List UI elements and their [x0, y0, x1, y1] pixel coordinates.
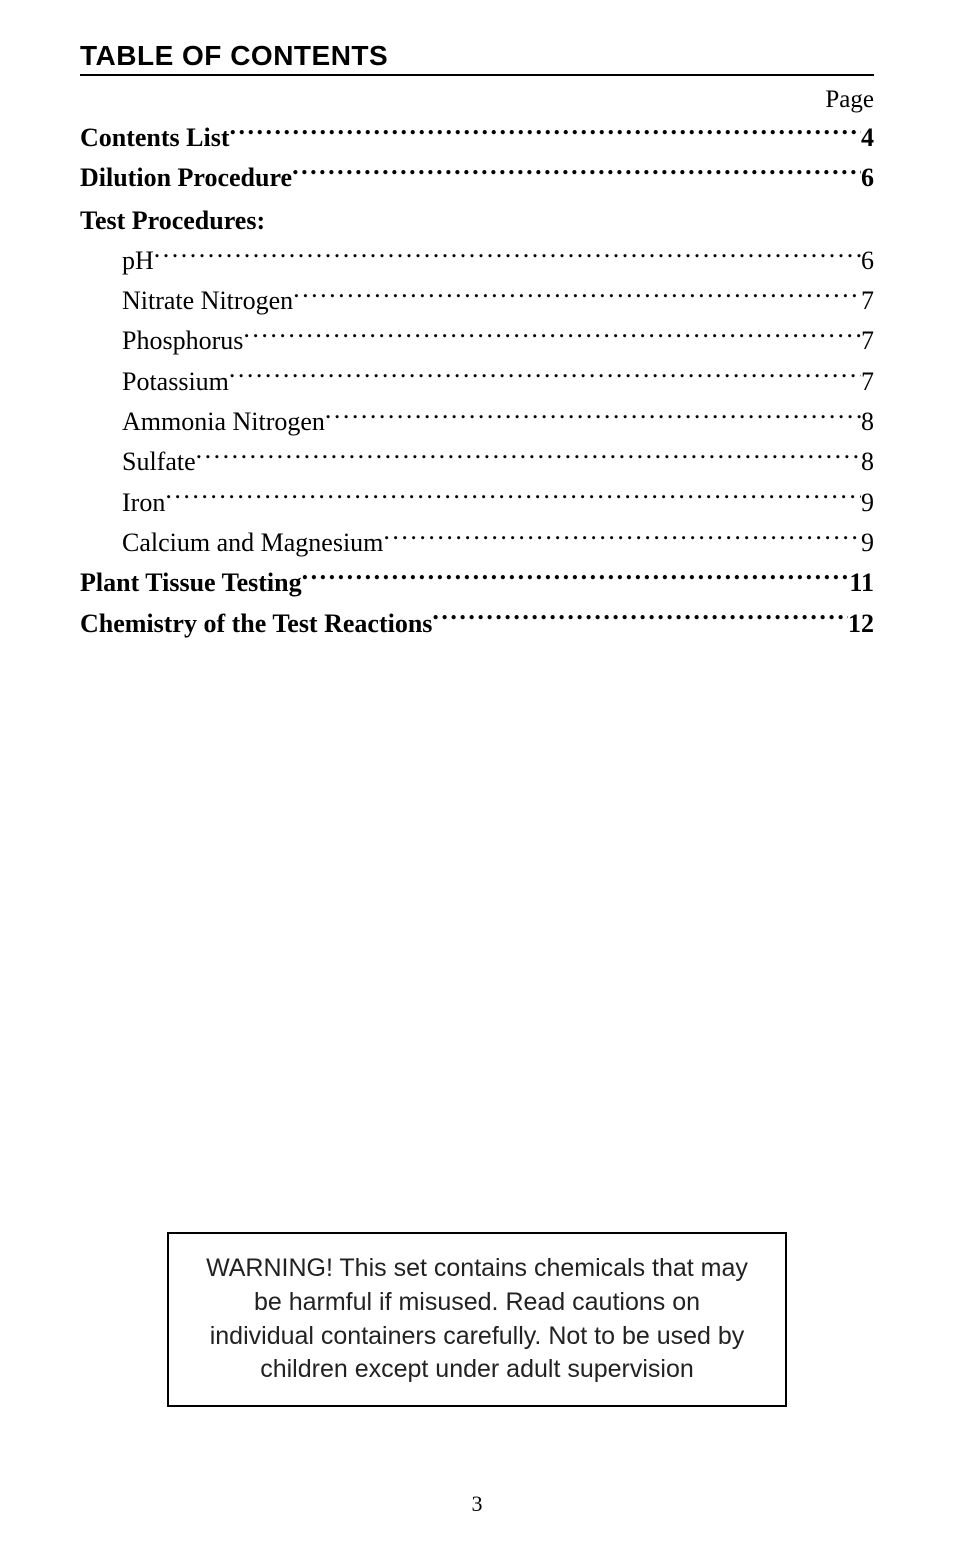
toc-entry-label: Phosphorus	[122, 321, 243, 361]
toc-entry-page: 7	[861, 321, 874, 361]
toc-subentry: Nitrate Nitrogen 7	[80, 281, 874, 321]
toc-dots	[325, 404, 861, 430]
toc-dots	[230, 120, 861, 146]
toc-dots	[383, 525, 861, 551]
toc-dots	[165, 485, 861, 511]
toc-dots	[302, 565, 850, 591]
toc-section-label: Test Procedures:	[80, 201, 874, 241]
toc-entry-page: 9	[861, 483, 874, 523]
toc-entry: Chemistry of the Test Reactions 12	[80, 604, 874, 644]
toc-subentry: Phosphorus 7	[80, 321, 874, 361]
toc-entry-label: Contents List	[80, 118, 230, 158]
toc-entry-page: 9	[861, 523, 874, 563]
toc-entry-page: 6	[861, 158, 874, 198]
toc-entry-page: 7	[861, 362, 874, 402]
toc-entry-label: Dilution Procedure	[80, 158, 292, 198]
page-column-label: Page	[80, 86, 874, 114]
toc-subentry: Potassium 7	[80, 362, 874, 402]
toc-entry-label: Ammonia Nitrogen	[122, 402, 325, 442]
toc-entry-page: 11	[849, 563, 874, 603]
toc-entry-page: 8	[861, 442, 874, 482]
toc-entry: Dilution Procedure 6	[80, 158, 874, 198]
toc-dots	[229, 364, 861, 390]
toc-subentry: Iron 9	[80, 483, 874, 523]
toc-entry-label: Calcium and Magnesium	[122, 523, 383, 563]
toc-dots	[432, 606, 848, 632]
toc-subentry: Calcium and Magnesium 9	[80, 523, 874, 563]
toc-entry-page: 12	[848, 604, 874, 644]
toc-entry-page: 4	[861, 118, 874, 158]
toc-entry-label: Sulfate	[122, 442, 196, 482]
toc-entry-label: Iron	[122, 483, 165, 523]
toc-dots	[293, 283, 861, 309]
toc-subentry: Sulfate 8	[80, 442, 874, 482]
toc-entry-label: pH	[122, 241, 154, 281]
page-number: 3	[0, 1491, 954, 1517]
toc-entry-page: 6	[861, 241, 874, 281]
toc-dots	[243, 323, 861, 349]
toc-entry: Contents List 4	[80, 118, 874, 158]
toc-entry-label: Chemistry of the Test Reactions	[80, 604, 432, 644]
toc-dots	[154, 243, 861, 269]
toc-entry-page: 7	[861, 281, 874, 321]
toc-heading: TABLE OF CONTENTS	[80, 40, 874, 76]
toc-entry-label: Nitrate Nitrogen	[122, 281, 293, 321]
warning-box: WARNING! This set contains chemicals tha…	[167, 1232, 787, 1407]
toc-subentry: Ammonia Nitrogen 8	[80, 402, 874, 442]
toc-subentry: pH 6	[80, 241, 874, 281]
toc-entry-page: 8	[861, 402, 874, 442]
toc-dots	[292, 160, 861, 186]
warning-container: WARNING! This set contains chemicals tha…	[80, 1232, 874, 1507]
page: TABLE OF CONTENTS Page Contents List 4 D…	[0, 0, 954, 1557]
toc-dots	[196, 444, 861, 470]
toc-entry-label: Potassium	[122, 362, 229, 402]
toc-entry-label: Plant Tissue Testing	[80, 563, 302, 603]
toc-entry: Plant Tissue Testing 11	[80, 563, 874, 603]
toc-list: Contents List 4 Dilution Procedure 6 Tes…	[80, 118, 874, 644]
